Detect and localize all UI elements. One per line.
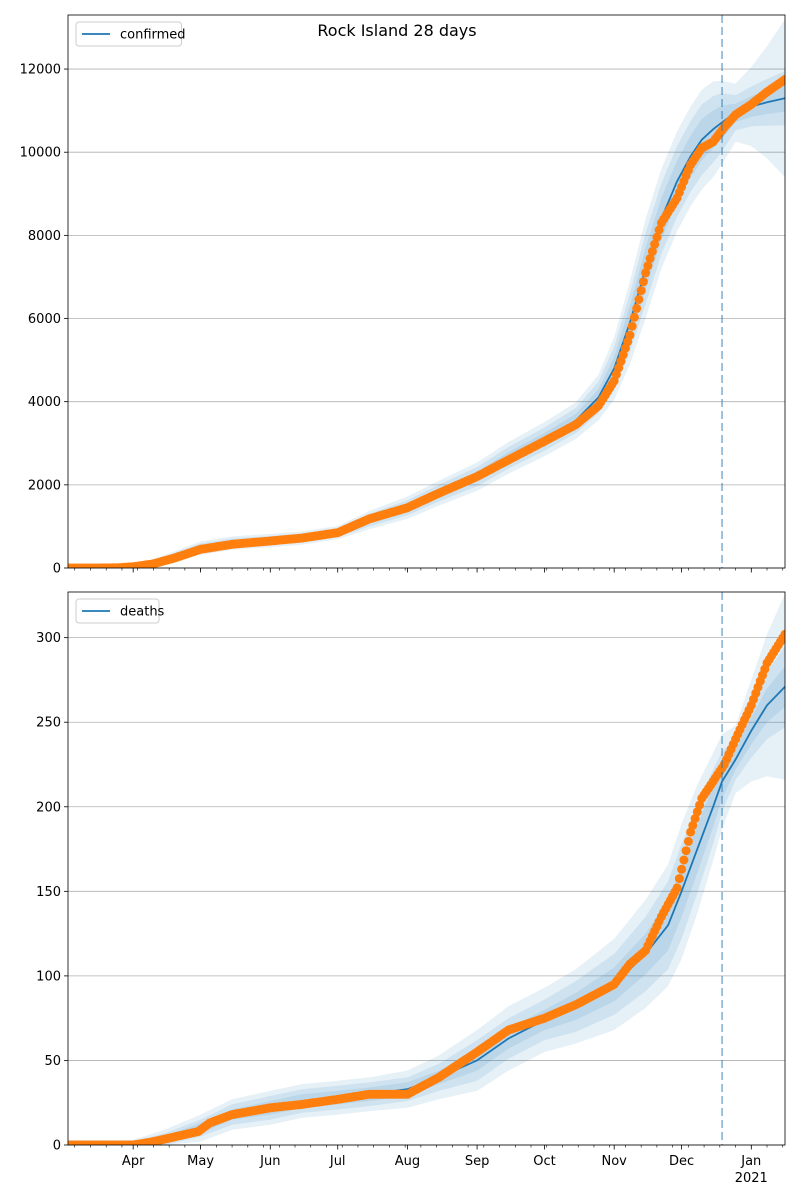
y-tick-label: 10000	[20, 146, 61, 161]
observed-point	[632, 303, 642, 313]
observed-point	[672, 883, 682, 893]
y-tick-label: 200	[36, 800, 61, 815]
observed-point	[780, 74, 785, 84]
x-tick-label: Sep	[465, 1154, 490, 1169]
observed-point	[629, 312, 639, 322]
x-tick-label: May	[187, 1154, 214, 1169]
observed-point	[627, 321, 637, 331]
observed-point	[690, 814, 700, 824]
observed-point	[654, 225, 664, 235]
legend-label: deaths	[120, 605, 165, 620]
y-tick-label: 300	[36, 631, 61, 646]
observed-point	[677, 864, 687, 874]
observed-point	[780, 629, 785, 639]
observed-point	[652, 232, 662, 242]
y-tick-label: 0	[53, 562, 61, 577]
y-tick-label: 150	[36, 885, 61, 900]
observed-point	[681, 846, 691, 856]
x-tick-label: 2021	[735, 1171, 768, 1186]
observed-point	[650, 239, 660, 249]
y-tick-label: 12000	[20, 63, 61, 78]
y-tick-label: 100	[36, 969, 61, 984]
confirmed-panel: 0 2000 4000 6000 8000 10000 12000 confirmed	[20, 14, 786, 577]
uncertainty-band	[68, 593, 785, 1145]
observed-point	[647, 246, 657, 256]
uncertainty-band	[68, 84, 785, 568]
observed-point	[638, 277, 648, 287]
x-tick-label: Apr	[122, 1154, 145, 1169]
uncertainty-band	[68, 71, 785, 568]
x-tick-label: Oct	[533, 1154, 555, 1169]
observed-point	[636, 286, 646, 296]
y-tick-label: 250	[36, 716, 61, 731]
x-tick-label: Jan	[740, 1154, 761, 1169]
figure-title: Rock Island 28 days	[317, 21, 476, 40]
legend: confirmed	[75, 21, 186, 47]
x-tick-label: Dec	[669, 1154, 694, 1169]
observed-point	[695, 800, 705, 810]
x-tick-label: Jul	[329, 1154, 346, 1169]
legend: deaths	[75, 598, 165, 624]
y-tick-label: 50	[44, 1054, 61, 1069]
observed-point	[645, 254, 655, 263]
legend-box	[75, 598, 160, 624]
deaths-panel: 0 50 100 150 200 250 300 Apr May Jun Jul Aug Sep Oct N…	[36, 591, 786, 1186]
observed-point	[634, 295, 644, 304]
y-tick-label: 4000	[28, 395, 61, 410]
observed-point	[625, 330, 635, 340]
legend-box	[75, 21, 182, 47]
observed-point	[641, 268, 651, 278]
y-tick-label: 6000	[28, 312, 61, 327]
observed-point	[688, 820, 698, 830]
y-tick-label: 0	[53, 1139, 61, 1154]
legend-label: confirmed	[120, 28, 186, 43]
x-tick-label: Aug	[395, 1154, 420, 1169]
y-tick-label: 2000	[28, 478, 61, 493]
x-tick-label: Jun	[259, 1154, 280, 1169]
observed-point	[643, 261, 653, 271]
observed-point	[674, 874, 684, 884]
uncertainty-band	[68, 19, 785, 568]
observed-point	[679, 855, 689, 865]
y-tick-label: 8000	[28, 229, 61, 244]
axes-frame	[67, 591, 786, 1146]
observed-point	[683, 836, 693, 846]
axes-frame	[67, 14, 786, 569]
x-tick-label: Nov	[601, 1154, 627, 1169]
